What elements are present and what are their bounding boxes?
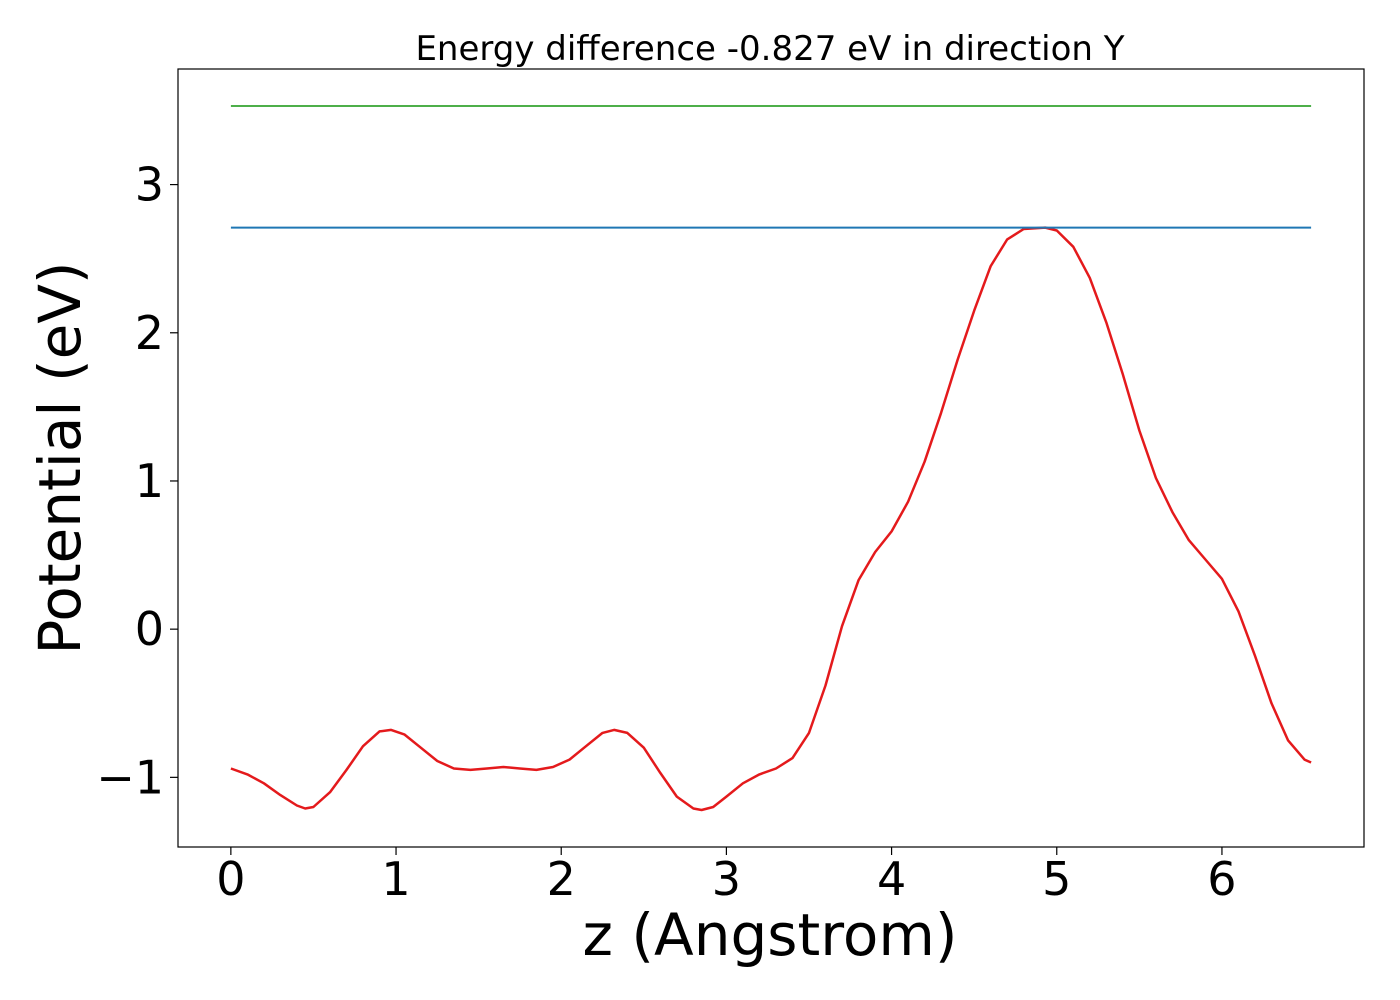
x-tick-label: 6 xyxy=(1207,852,1236,906)
series-layer xyxy=(230,105,1312,812)
x-tick-label: 0 xyxy=(216,852,245,906)
x-tick-label: 3 xyxy=(712,852,741,906)
x-tick-label: 2 xyxy=(547,852,576,906)
x-axis-label: z (Angstrom) xyxy=(583,901,958,969)
y-axis-label: Potential (eV) xyxy=(26,261,94,654)
potential-curve xyxy=(230,226,1312,812)
y-tick-label: −1 xyxy=(96,750,164,804)
y-tick-label: 2 xyxy=(135,306,164,360)
x-axis-ticks: 0 1 2 3 4 5 6 xyxy=(216,847,1237,906)
x-tick-label: 5 xyxy=(1042,852,1071,906)
chart-title: Energy difference -0.827 eV in direction… xyxy=(415,29,1124,69)
y-axis-ticks: −1 0 1 2 3 xyxy=(96,158,178,804)
y-tick-label: 1 xyxy=(135,454,164,508)
x-tick-label: 4 xyxy=(877,852,906,906)
x-tick-label: 1 xyxy=(381,852,410,906)
y-tick-label: 0 xyxy=(135,602,164,656)
y-tick-label: 3 xyxy=(135,158,164,212)
plot-frame xyxy=(177,68,1365,848)
